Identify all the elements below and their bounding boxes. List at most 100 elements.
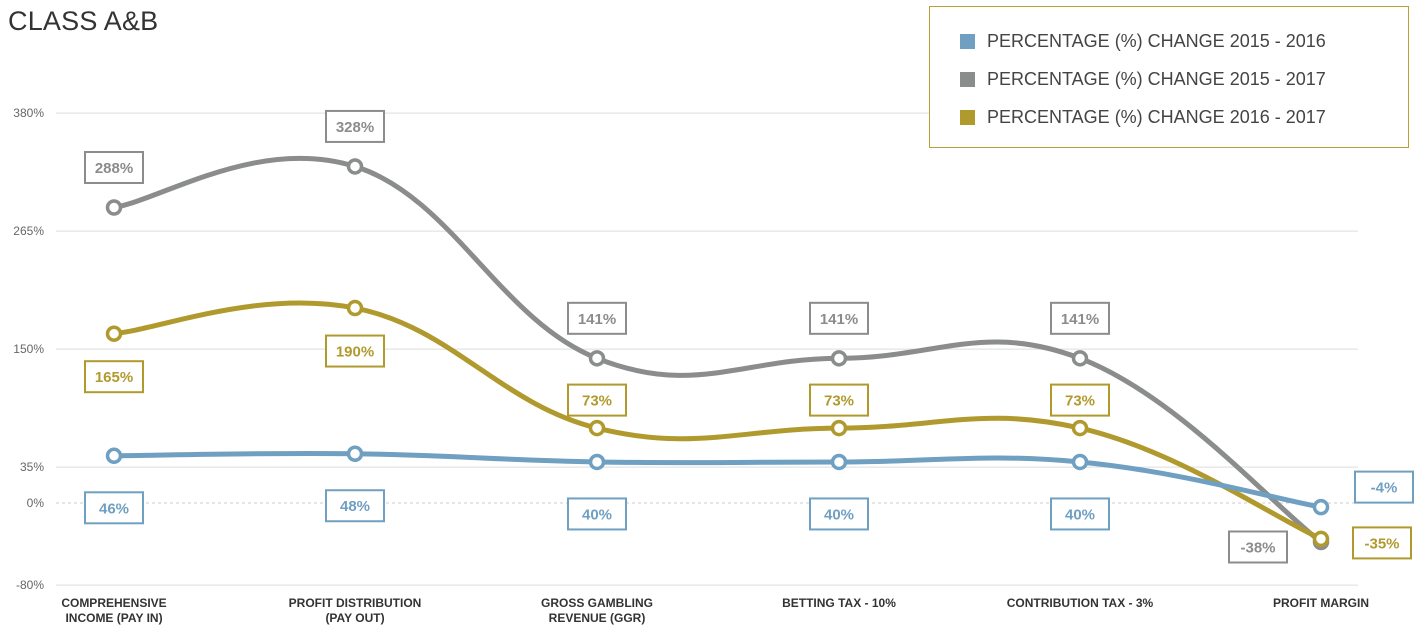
data-point bbox=[1312, 530, 1330, 548]
data-label-box bbox=[1352, 526, 1412, 560]
data-label-text: 73% bbox=[1065, 393, 1095, 410]
data-label: 73% bbox=[1050, 383, 1110, 417]
data-label-box bbox=[84, 150, 144, 184]
data-label-text: 40% bbox=[582, 506, 612, 523]
data-label-text: 190% bbox=[336, 344, 374, 361]
data-point bbox=[346, 299, 364, 317]
data-label-box bbox=[325, 489, 385, 523]
data-label: 73% bbox=[809, 383, 869, 417]
data-label: 141% bbox=[809, 301, 869, 335]
data-label: 46% bbox=[84, 491, 144, 525]
x-tick-label: BETTING TAX - 10% bbox=[782, 596, 896, 610]
x-tick-label: GROSS GAMBLING REVENUE (GGR) bbox=[541, 596, 653, 625]
x-tick-label: COMPREHENSIVE INCOME (PAY IN) bbox=[61, 596, 166, 625]
data-label: 48% bbox=[325, 489, 385, 523]
x-tick-label: PROFIT DISTRIBUTION (PAY OUT) bbox=[289, 596, 422, 625]
data-label: 141% bbox=[1050, 301, 1110, 335]
data-label-box bbox=[84, 360, 144, 394]
data-label: -38% bbox=[1228, 530, 1288, 564]
x-tick-label: PROFIT MARGIN bbox=[1273, 596, 1369, 610]
legend-item-2015-2017: PERCENTAGE (%) CHANGE 2015 - 2017 bbox=[960, 69, 1326, 90]
data-label-box bbox=[1050, 383, 1110, 417]
gridlines bbox=[56, 112, 1358, 586]
data-point bbox=[830, 453, 848, 471]
data-label-box bbox=[567, 497, 627, 531]
y-tick-label: 265% bbox=[13, 224, 44, 238]
data-label-box bbox=[1050, 301, 1110, 335]
legend-label: PERCENTAGE (%) CHANGE 2015 - 2016 bbox=[987, 31, 1326, 51]
data-label-box bbox=[809, 301, 869, 335]
series-lines bbox=[111, 155, 1324, 545]
data-label-box bbox=[84, 491, 144, 525]
data-label: 141% bbox=[567, 301, 627, 335]
legend: PERCENTAGE (%) CHANGE 2015 - 2016 PERCEN… bbox=[929, 6, 1409, 148]
data-label: -4% bbox=[1354, 470, 1414, 504]
data-label-text: 141% bbox=[820, 311, 858, 328]
data-label-box bbox=[809, 497, 869, 531]
legend-swatch bbox=[960, 72, 975, 87]
y-tick-label: -80% bbox=[16, 578, 44, 592]
data-point bbox=[1312, 498, 1330, 516]
data-point bbox=[346, 158, 364, 175]
data-label-text: 40% bbox=[824, 506, 854, 523]
series-line bbox=[111, 155, 1324, 545]
data-point bbox=[588, 453, 606, 471]
chart-title: CLASS A&B bbox=[8, 6, 159, 36]
data-label-text: 141% bbox=[1061, 311, 1099, 328]
y-tick-label: 150% bbox=[13, 342, 44, 356]
data-label: -35% bbox=[1352, 526, 1412, 560]
data-label-text: 73% bbox=[824, 393, 854, 410]
data-label-text: 40% bbox=[1065, 506, 1095, 523]
data-label: 40% bbox=[1050, 497, 1110, 531]
data-labels: 288% 328% 141% 141% 141% -38% 165% 190% 73% 73% 73… bbox=[84, 109, 1414, 564]
legend-swatch bbox=[960, 34, 975, 49]
data-label-box bbox=[1228, 530, 1288, 564]
series-line bbox=[111, 300, 1324, 542]
data-point bbox=[588, 350, 606, 367]
data-label-text: 73% bbox=[582, 393, 612, 410]
data-point bbox=[588, 419, 606, 437]
data-label: 73% bbox=[567, 383, 627, 417]
data-label: 40% bbox=[809, 497, 869, 531]
data-label-box bbox=[325, 109, 385, 143]
data-label-box bbox=[567, 383, 627, 417]
data-point bbox=[105, 199, 123, 216]
data-label-text: -35% bbox=[1364, 535, 1399, 552]
data-label-text: 141% bbox=[578, 311, 616, 328]
legend-label: PERCENTAGE (%) CHANGE 2015 - 2017 bbox=[987, 69, 1326, 89]
series-line bbox=[111, 450, 1324, 510]
data-point bbox=[346, 445, 364, 462]
legend-item-2016-2017: PERCENTAGE (%) CHANGE 2016 - 2017 bbox=[960, 107, 1326, 128]
data-point bbox=[830, 350, 848, 367]
data-label-text: 46% bbox=[99, 500, 129, 517]
legend-label: PERCENTAGE (%) CHANGE 2016 - 2017 bbox=[987, 107, 1326, 127]
data-label-box bbox=[1354, 470, 1414, 504]
data-point bbox=[105, 447, 123, 465]
data-point bbox=[105, 325, 123, 342]
data-label-text: -38% bbox=[1240, 539, 1275, 556]
data-point bbox=[1071, 453, 1089, 471]
data-label: 40% bbox=[567, 497, 627, 531]
legend-item-2015-2016: PERCENTAGE (%) CHANGE 2015 - 2016 bbox=[960, 31, 1326, 52]
y-tick-label: 0% bbox=[27, 496, 45, 510]
data-label-text: 165% bbox=[95, 369, 133, 386]
data-label: 190% bbox=[325, 334, 385, 368]
data-label-box bbox=[809, 383, 869, 417]
data-label-box bbox=[325, 334, 385, 368]
data-point bbox=[1071, 350, 1089, 367]
y-tick-label: 35% bbox=[20, 460, 44, 474]
data-label: 328% bbox=[325, 109, 385, 143]
data-label-text: -4% bbox=[1371, 480, 1398, 497]
series-points bbox=[105, 158, 1330, 551]
data-point bbox=[1071, 419, 1089, 437]
y-tick-label: 380% bbox=[13, 106, 44, 120]
data-label-box bbox=[567, 301, 627, 335]
x-tick-label: CONTRIBUTION TAX - 3% bbox=[1007, 596, 1154, 610]
data-label: 165% bbox=[84, 360, 144, 394]
y-axis-ticks: 380% 265% 150% 35% 0% -80% bbox=[13, 106, 44, 592]
data-label-box bbox=[1050, 497, 1110, 531]
legend-swatch bbox=[960, 110, 975, 125]
x-axis-ticks: COMPREHENSIVE INCOME (PAY IN) PROFIT DISTR… bbox=[61, 596, 1369, 625]
data-label-text: 328% bbox=[336, 119, 374, 136]
